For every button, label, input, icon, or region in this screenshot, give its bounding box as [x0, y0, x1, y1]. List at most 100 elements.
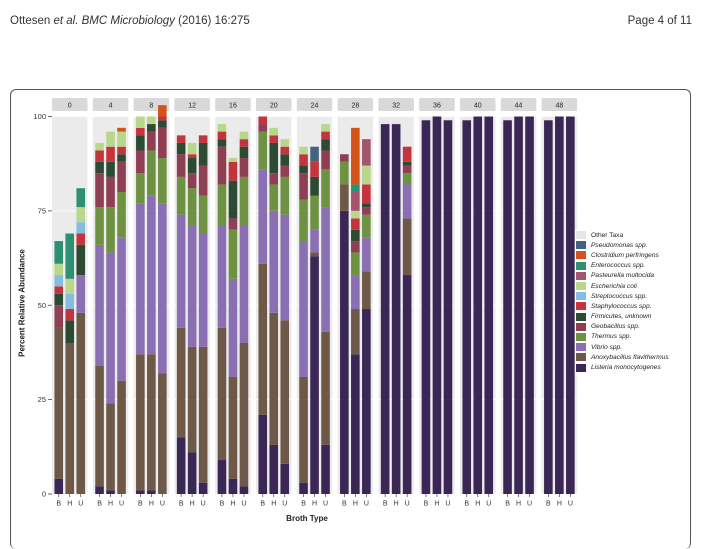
legend-label: Other Taxa	[591, 231, 624, 239]
legend-label: Escherichia coli	[591, 282, 637, 290]
x-tick-label: B	[464, 501, 469, 508]
legend-item: Staphylococcus spp.	[575, 301, 683, 312]
bar-segment	[136, 150, 145, 174]
bar-segment	[514, 116, 523, 494]
bar-segment	[299, 241, 308, 377]
bar-segment	[362, 184, 371, 204]
x-tick-label: H	[190, 501, 195, 508]
bar-segment	[136, 203, 145, 355]
bar-segment	[176, 176, 186, 215]
legend-item: Pseudomonas spp.	[575, 240, 683, 251]
bar-segment	[239, 146, 249, 159]
bar-segment	[117, 127, 126, 132]
legend-label: Geobacillus spp.	[591, 323, 640, 331]
x-tick-label: H	[67, 501, 72, 508]
bar-segment	[269, 173, 279, 185]
x-tick-label: B	[138, 501, 143, 508]
bar-segment	[136, 135, 145, 151]
x-tick-label: U	[405, 501, 410, 508]
facet-strip	[296, 98, 333, 111]
bar-segment	[147, 124, 156, 132]
bar-segment	[340, 161, 349, 185]
bar-segment	[258, 131, 268, 170]
bar-segment	[54, 478, 64, 494]
bar-segment	[187, 346, 197, 453]
bar-segment	[391, 120, 401, 125]
bar-segment	[310, 229, 319, 253]
bar-segment	[269, 210, 279, 313]
x-tick-label: U	[445, 501, 450, 508]
legend-label: Clostridium perfringens	[591, 251, 659, 259]
bar-segment	[147, 150, 156, 196]
bar-segment	[147, 116, 156, 125]
bar-segment	[362, 203, 371, 208]
bar-segment	[54, 263, 64, 276]
bar-segment	[176, 154, 186, 177]
legend-label: Enterococcus spp.	[591, 262, 646, 270]
facet-label: 40	[474, 102, 482, 109]
bar-segment	[158, 116, 167, 121]
bar-segment	[280, 214, 290, 321]
x-tick-label: H	[394, 501, 399, 508]
bar-segment	[525, 116, 534, 494]
legend-label: Thermus spp.	[591, 333, 632, 341]
bar-segment	[280, 176, 290, 215]
bar-segment	[228, 161, 238, 181]
bar-segment	[76, 244, 86, 276]
bar-segment	[106, 490, 115, 494]
bar-segment	[362, 237, 371, 272]
legend-swatch	[575, 301, 587, 312]
header-citation: (2016) 16:275	[178, 15, 250, 27]
bar-segment	[321, 124, 330, 132]
x-tick-label: U	[241, 501, 246, 508]
legend-swatch	[575, 342, 587, 353]
bar-segment	[54, 305, 64, 328]
bar-segment	[280, 154, 290, 166]
bar-segment	[351, 354, 360, 494]
bar-segment	[239, 225, 249, 343]
bar-segment	[136, 173, 145, 204]
bar-segment	[402, 184, 412, 219]
bar-segment	[351, 127, 360, 185]
running-header-citation: Ottesen et al. BMC Microbiology (2016) 1…	[10, 15, 250, 27]
bar-segment	[106, 252, 115, 404]
bar-segment	[228, 478, 238, 494]
bar-segment	[95, 161, 104, 174]
legend-item: Clostridium perfringens	[575, 250, 683, 261]
bar-segment	[76, 222, 86, 234]
bar-segment	[351, 184, 360, 192]
legend-swatch	[575, 260, 587, 271]
bar-segment	[95, 150, 104, 162]
legend-item: Listeria monocytogenes	[575, 362, 683, 373]
bar-segment	[299, 146, 308, 155]
bar-segment	[158, 105, 167, 117]
legend-swatch	[575, 291, 587, 302]
legend-item: Geobacillus spp.	[575, 321, 683, 332]
bar-segment	[269, 184, 279, 211]
bar-segment	[217, 139, 227, 147]
bar-segment	[503, 120, 512, 495]
x-tick-label: B	[56, 501, 61, 508]
bar-segment	[269, 142, 279, 174]
bar-segment	[106, 403, 115, 491]
bar-segment	[76, 312, 86, 494]
legend-label: Vibrio spp.	[591, 343, 623, 351]
bar-segment	[136, 127, 145, 136]
bar-segment	[217, 460, 227, 494]
facet-strip	[460, 98, 496, 111]
x-tick-label: H	[516, 501, 521, 508]
x-tick-label: B	[424, 501, 429, 508]
legend-label: Listeria monocytogenes	[591, 364, 661, 372]
bar-segment	[280, 146, 290, 155]
facet-label: 12	[188, 102, 196, 109]
bar-segment	[351, 192, 360, 211]
bar-segment	[299, 165, 308, 174]
x-tick-label: H	[108, 501, 113, 508]
y-tick-label: 75	[38, 206, 46, 215]
bar-segment	[391, 124, 401, 495]
bar-segment	[351, 252, 360, 276]
bar-segment	[340, 184, 349, 211]
bar-segment	[380, 124, 390, 495]
x-tick-label: U	[364, 501, 369, 508]
